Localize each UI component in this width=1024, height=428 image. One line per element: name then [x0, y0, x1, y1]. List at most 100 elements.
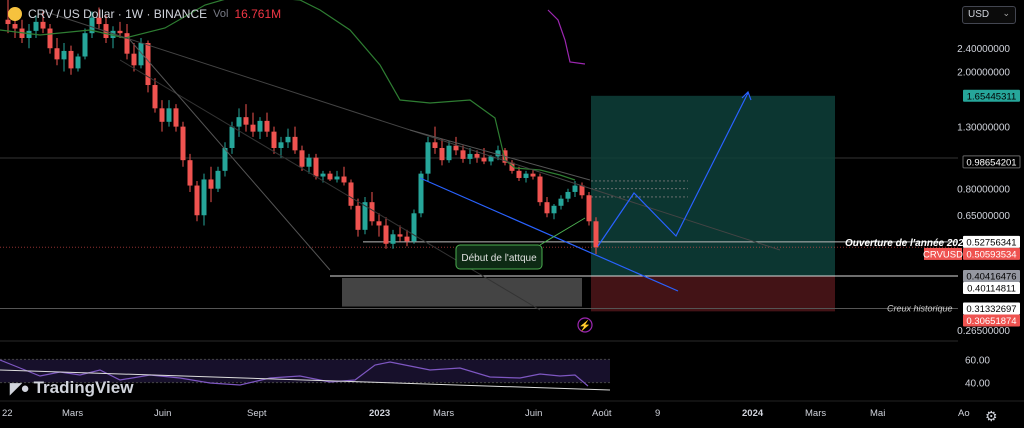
candle: [327, 173, 333, 180]
time-tick-label: 2023: [369, 408, 390, 419]
time-tick-label: Ao: [958, 408, 970, 419]
candle: [159, 108, 165, 122]
rsi-band: [0, 359, 610, 383]
price-badge-label: 0.98654201: [966, 157, 1016, 168]
candle: [439, 147, 445, 161]
candle: [40, 21, 46, 29]
candle: [488, 156, 494, 162]
volume-value: 16.761M: [234, 7, 282, 21]
candle: [166, 108, 172, 122]
candle: [362, 202, 368, 230]
tradingview-mark-icon: ◤●: [10, 380, 30, 397]
candle: [229, 126, 235, 148]
candle: [89, 17, 95, 34]
time-tick-label: 9: [655, 408, 660, 419]
candle: [201, 179, 207, 216]
price-badge: [963, 89, 1020, 102]
candle: [117, 30, 123, 34]
candle: [523, 173, 529, 178]
candle: [530, 173, 536, 177]
candle: [586, 195, 592, 222]
price-tick-label: 0.65000000: [957, 211, 1010, 222]
rsi-tick-label: 60.00: [965, 355, 990, 366]
support-box: [342, 278, 582, 307]
projection-path: [597, 92, 749, 247]
candle: [173, 108, 179, 127]
gear-icon[interactable]: ⚙: [985, 408, 998, 424]
candle: [12, 24, 18, 29]
candle: [397, 234, 403, 237]
candle: [460, 150, 466, 159]
candle: [271, 131, 277, 148]
candle: [250, 124, 256, 132]
candle: [509, 162, 515, 171]
currency-dropdown[interactable]: USD ⌄: [962, 6, 1016, 24]
candle: [544, 202, 550, 214]
lightning-glyph: ⚡: [579, 319, 591, 332]
candle: [292, 136, 298, 151]
candle: [138, 43, 144, 66]
candle: [516, 170, 522, 178]
callout-text: Début de l'attque: [461, 253, 537, 264]
price-badge-label: 0.30651874: [966, 316, 1016, 327]
candle: [551, 205, 557, 214]
price-badge-label: 0.31332697: [966, 304, 1016, 315]
candle: [243, 117, 249, 125]
projection-arrowhead: [741, 90, 752, 101]
price-tick-label: 2.40000000: [957, 44, 1010, 55]
price-badge: [963, 247, 1020, 260]
candle: [446, 145, 452, 161]
candle: [334, 176, 340, 180]
candle: [187, 160, 193, 186]
time-tick-label: Juin: [154, 408, 171, 419]
candle: [208, 179, 214, 189]
symbol-title[interactable]: CRV / US Dollar · 1W · BINANCE: [28, 7, 208, 21]
candle: [341, 176, 347, 183]
time-tick-label: Sept: [247, 408, 267, 419]
candle: [82, 33, 88, 57]
candle: [320, 173, 326, 177]
candle: [222, 147, 228, 171]
currency-label: USD: [968, 9, 990, 20]
price-badge: [962, 155, 1021, 169]
price-badge: [963, 282, 1020, 295]
candle: [68, 50, 74, 69]
candle: [278, 142, 284, 148]
price-tick-label: 0.80000000: [957, 185, 1010, 196]
candle: [383, 225, 389, 244]
time-tick-label: 2024: [742, 408, 764, 419]
year-open-label: Ouverture de l'année 2023: [845, 238, 970, 249]
candle: [306, 157, 312, 167]
candle: [411, 213, 417, 242]
candle: [47, 28, 53, 49]
candle: [432, 142, 438, 148]
candle: [61, 50, 67, 60]
trendline: [409, 129, 591, 181]
price-badge: [963, 270, 1020, 283]
candle: [124, 33, 130, 54]
candle: [194, 185, 200, 216]
rsi-trendline: [0, 369, 611, 391]
volume-label: Vol: [213, 8, 229, 20]
callout-box: [455, 244, 543, 270]
candle: [180, 126, 186, 161]
crv-coin-icon: [8, 7, 22, 21]
candle: [418, 173, 424, 214]
candle: [572, 185, 578, 192]
price-axis-bg: [958, 0, 1024, 428]
time-tick-label: Juin: [525, 408, 542, 419]
chevron-down-icon: ⌄: [1002, 8, 1010, 18]
time-tick-label: Août: [592, 408, 612, 419]
candle: [495, 150, 501, 157]
symbol-legend: CRV / US Dollar · 1W · BINANCE Vol 16.76…: [8, 7, 281, 21]
price-badge: [963, 314, 1020, 327]
price-badge-label: 0.52756341: [966, 237, 1016, 248]
price-badge-label: 0.50593534: [966, 249, 1016, 260]
candle: [285, 136, 291, 143]
price-badge-label: 0.40416476: [966, 272, 1016, 283]
blue-trendline: [419, 177, 679, 292]
price-badge: [963, 235, 1020, 248]
tradingview-logo: ◤● TradingView: [10, 378, 133, 398]
lightning-icon: [577, 317, 593, 333]
